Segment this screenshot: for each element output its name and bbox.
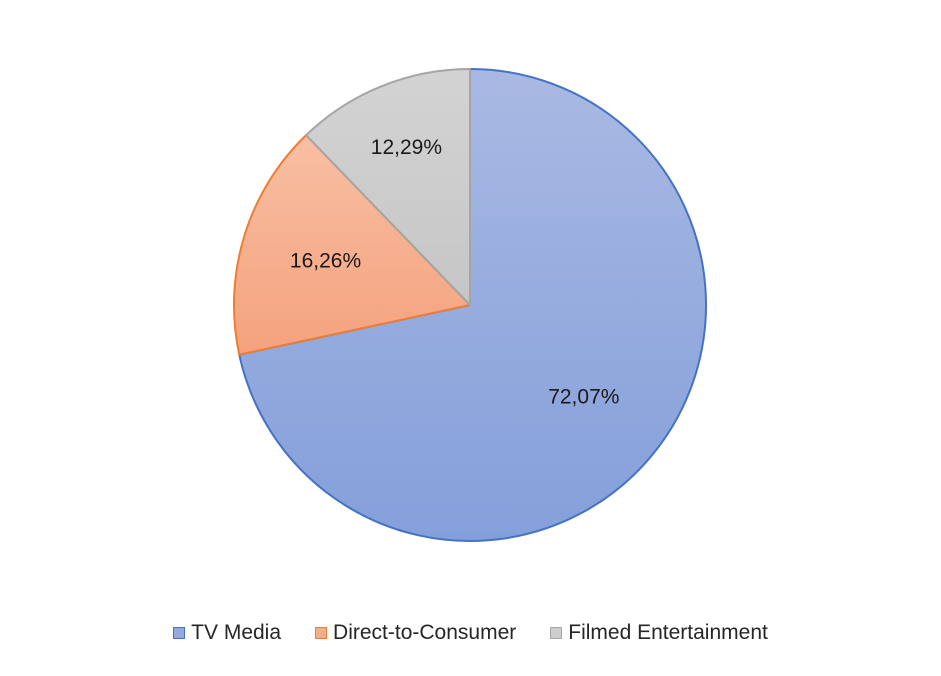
pie-slices	[233, 68, 707, 542]
pie-slice-direct-to-consumer[interactable]	[233, 134, 471, 356]
legend: TV Media Direct-to-Consumer Filmed Enter…	[0, 621, 941, 645]
legend-swatch-direct-to-consumer	[315, 627, 328, 639]
legend-swatch-filmed-entertainment	[550, 627, 563, 639]
pie-data-labels: 72,07% 16,26% 12,29%	[290, 136, 620, 408]
data-label-tv-media: 72,07%	[548, 385, 619, 408]
legend-label-direct-to-consumer: Direct-to-Consumer	[333, 621, 517, 644]
legend-label-tv-media: TV Media	[191, 621, 282, 644]
pie-chart-svg: 72,07% 16,26% 12,29%	[233, 68, 707, 542]
pie-slice-filmed-entertainment[interactable]	[305, 68, 471, 306]
data-label-direct-to-consumer: 16,26%	[290, 249, 361, 272]
legend-label-filmed-entertainment: Filmed Entertainment	[568, 621, 768, 644]
data-label-filmed-entertainment: 12,29%	[371, 136, 442, 159]
legend-item-filmed-entertainment[interactable]: Filmed Entertainment	[550, 621, 768, 645]
pie-slice-tv-media[interactable]	[238, 68, 707, 542]
legend-item-direct-to-consumer[interactable]: Direct-to-Consumer	[315, 621, 516, 645]
legend-swatch-tv-media	[173, 627, 186, 639]
legend-item-tv-media[interactable]: TV Media	[173, 621, 281, 645]
